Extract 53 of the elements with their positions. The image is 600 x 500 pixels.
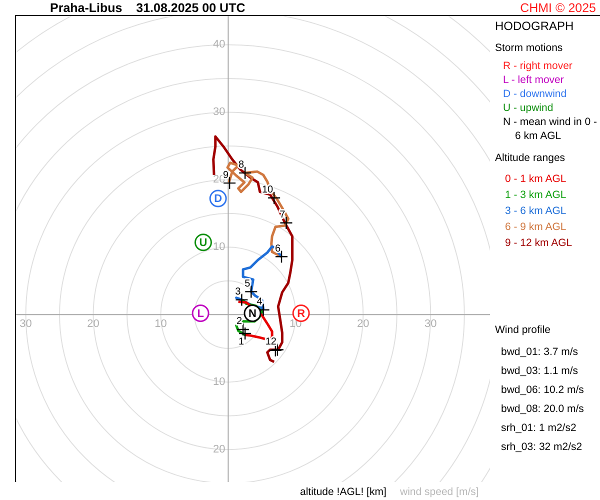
- text: 9 - 12 km AGL: [504, 236, 574, 251]
- point: [244, 285, 258, 298]
- annotation: N: [248, 308, 257, 320]
- text: bwd_01: 3.7 m/s: [500, 345, 580, 360]
- text: srh_01: 1 m2/s2: [500, 421, 578, 436]
- x-tick-label: 30: [20, 318, 32, 330]
- point: [280, 216, 293, 230]
- annotation: 9: [223, 170, 229, 181]
- annotation: 12: [265, 336, 277, 348]
- text: bwd_03: 1.1 m/s: [500, 364, 580, 379]
- text: bwd_08: 20.0 m/s: [500, 402, 585, 417]
- x-tick-label: 20: [357, 318, 370, 330]
- annotation: 1: [238, 336, 245, 348]
- x-tick-label: 30: [424, 318, 437, 330]
- y-tick-label: 10: [212, 241, 226, 254]
- y-tick-label: 40: [212, 38, 226, 51]
- point: [236, 322, 250, 336]
- text: srh_03: 32 m2/s2: [500, 440, 584, 455]
- text: Wind profile: [495, 323, 552, 337]
- text: N - mean wind in 0 - 6 km AGL: [502, 115, 598, 143]
- point: [235, 293, 248, 306]
- text: R - right mover: [502, 59, 574, 73]
- text: L - left mover: [502, 73, 565, 87]
- chart-title: Praha-Libus 31.08.2025 00 UTC: [50, 1, 246, 15]
- text: altitude !AGL! [km]: [300, 486, 386, 498]
- text: Altitude ranges: [495, 151, 566, 165]
- annotation: R: [297, 308, 306, 320]
- point: [267, 191, 281, 204]
- y-tick-label: 30: [212, 106, 226, 118]
- y-tick-label: 10: [212, 376, 226, 388]
- text: CHMI © 2025: [520, 1, 596, 15]
- text: Storm motions: [495, 41, 564, 55]
- y-tick-label: 20: [212, 444, 226, 456]
- annotation: 5: [244, 278, 251, 290]
- text: U - upwind: [502, 101, 554, 115]
- point: [274, 250, 288, 264]
- annotation: D: [214, 193, 222, 206]
- annotation: 7: [280, 210, 286, 221]
- annotation: 3: [235, 286, 242, 298]
- annotation: 8: [238, 160, 245, 171]
- x-tick-label: 10: [154, 318, 167, 330]
- text: 0 - 1 km AGL: [504, 172, 568, 187]
- x-axis-title: wind speed [m/s]: [400, 486, 479, 498]
- text: 3 - 6 km AGL: [504, 204, 568, 219]
- annotation: L: [197, 308, 204, 320]
- text: HODOGRAPH: [495, 19, 575, 33]
- text: 6 - 9 km AGL: [504, 220, 568, 235]
- point: [238, 166, 252, 180]
- text: 1 - 3 km AGL: [504, 188, 568, 203]
- text: D - downwind: [502, 87, 568, 101]
- x-tick-label: 20: [87, 318, 100, 330]
- text: bwd_06: 10.2 m/s: [500, 383, 585, 398]
- annotation: U: [199, 236, 208, 249]
